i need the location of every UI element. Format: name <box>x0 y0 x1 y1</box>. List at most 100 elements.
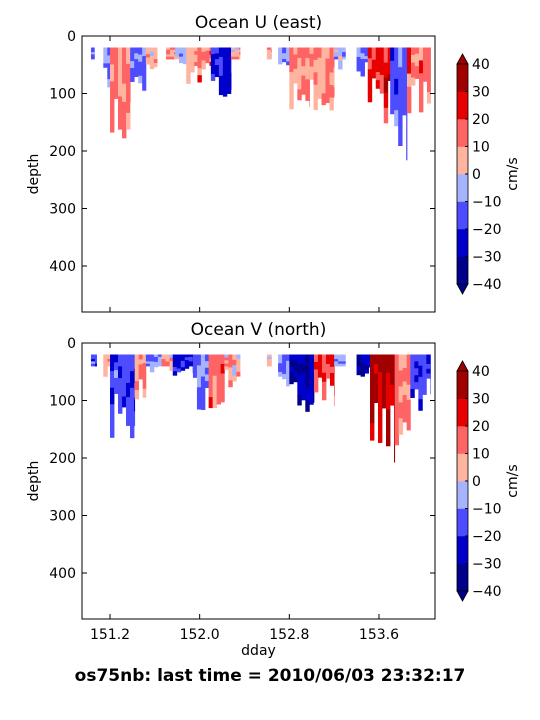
data-cell <box>204 354 210 362</box>
data-cell <box>414 354 419 362</box>
data-cell <box>266 359 272 362</box>
data-cell <box>145 47 151 52</box>
data-cell <box>266 52 272 55</box>
data-cell <box>398 47 403 68</box>
data-cell <box>422 47 428 55</box>
data-cell <box>282 53 287 57</box>
data-cell <box>329 72 334 86</box>
data-cell <box>134 411 136 427</box>
data-cell <box>196 387 202 399</box>
data-cell <box>387 54 391 62</box>
data-cell <box>418 399 423 411</box>
data-cell <box>370 423 375 441</box>
data-cell <box>289 47 294 61</box>
data-cell <box>90 356 96 360</box>
data-area <box>90 354 431 463</box>
data-cell <box>149 47 155 53</box>
data-cell <box>218 66 224 77</box>
data-cell <box>390 364 395 376</box>
colorbar-tick-label: 30 <box>472 392 490 408</box>
data-cell <box>190 52 195 58</box>
data-cell <box>172 362 178 368</box>
data-cell <box>174 47 176 51</box>
data-cell <box>426 373 431 379</box>
data-cell <box>266 47 272 51</box>
data-cell <box>110 64 115 82</box>
data-cell <box>90 354 96 358</box>
data-cell <box>313 362 319 370</box>
data-cell <box>214 70 220 78</box>
data-cell <box>356 47 361 53</box>
data-cell <box>220 363 225 374</box>
data-cell <box>126 47 131 65</box>
y-tick-label: 0 <box>67 336 76 352</box>
data-cell <box>142 81 147 91</box>
data-cell <box>175 49 180 53</box>
data-cell <box>192 354 198 360</box>
data-cell <box>196 365 202 377</box>
data-cell <box>118 354 123 367</box>
data-cell <box>218 85 224 96</box>
data-cell <box>293 365 298 372</box>
data-cell <box>153 62 158 68</box>
data-cell <box>378 354 383 373</box>
data-cell <box>126 80 131 97</box>
data-cell <box>145 57 151 62</box>
data-cell <box>186 47 191 56</box>
data-cell <box>107 361 111 365</box>
data-cell <box>103 354 108 360</box>
data-cell <box>282 369 287 375</box>
data-cell <box>94 363 97 367</box>
data-cell <box>374 354 379 365</box>
data-cell <box>201 64 206 70</box>
data-cell <box>297 354 302 366</box>
data-cell <box>382 354 387 366</box>
data-cell <box>334 52 339 55</box>
data-cell <box>176 361 182 366</box>
data-cell <box>126 96 131 114</box>
data-cell <box>356 362 361 368</box>
data-cell <box>90 361 96 365</box>
data-cell <box>309 60 314 67</box>
data-segment <box>309 47 335 111</box>
data-cell <box>406 92 408 116</box>
data-cell <box>402 381 408 396</box>
data-cell <box>286 367 290 374</box>
data-cell <box>394 397 396 420</box>
data-cell <box>406 47 408 71</box>
data-cell <box>239 52 241 55</box>
data-cell <box>418 99 424 113</box>
data-cell <box>224 360 229 364</box>
data-cell <box>174 54 176 58</box>
data-cell <box>410 354 415 364</box>
data-cell <box>398 402 404 419</box>
data-cell <box>426 47 431 60</box>
data-cell <box>149 364 155 369</box>
data-cell <box>190 67 195 73</box>
data-cell <box>161 363 166 367</box>
data-cell <box>325 47 330 59</box>
data-cell <box>368 362 371 365</box>
colorbar-swatch <box>457 536 468 564</box>
data-cell <box>103 372 108 377</box>
data-segment <box>208 354 225 409</box>
data-cell <box>180 367 186 371</box>
data-cell <box>368 364 371 368</box>
data-cell <box>126 112 131 130</box>
data-cell <box>313 364 315 374</box>
data-cell <box>138 369 144 375</box>
data-cell <box>305 400 310 412</box>
data-cell <box>232 365 237 371</box>
data-cell <box>301 372 306 383</box>
data-cell <box>317 47 322 59</box>
data-cell <box>190 57 195 63</box>
data-cell <box>110 98 115 116</box>
data-cell <box>368 357 371 360</box>
data-cell <box>329 354 335 362</box>
data-cell <box>386 372 391 392</box>
data-cell <box>210 54 216 62</box>
data-cell <box>209 54 212 59</box>
data-cell <box>230 81 232 90</box>
data-cell <box>153 55 158 60</box>
data-cell <box>138 54 143 63</box>
